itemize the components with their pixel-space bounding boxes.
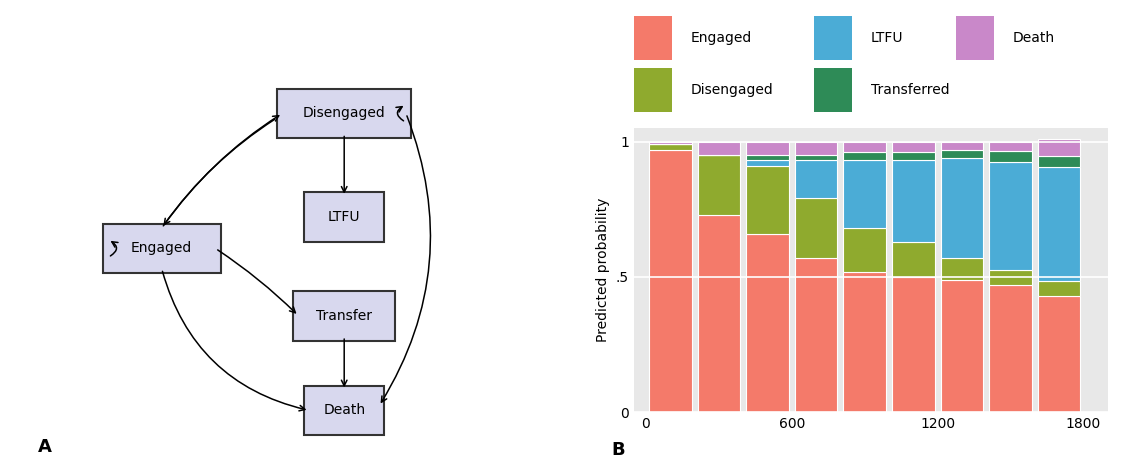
Bar [698, 155, 740, 215]
Bar [746, 161, 789, 166]
FancyBboxPatch shape [956, 16, 994, 60]
Bar [892, 242, 934, 277]
Bar [649, 150, 692, 412]
Bar [746, 142, 789, 155]
FancyBboxPatch shape [304, 192, 385, 242]
Bar [989, 285, 1031, 412]
Text: Death: Death [323, 403, 365, 418]
Text: A: A [39, 438, 53, 456]
Bar [892, 152, 934, 161]
Bar [649, 144, 692, 150]
Bar [844, 142, 886, 152]
Bar [892, 277, 934, 412]
Text: Engaged: Engaged [131, 241, 192, 255]
Bar [1038, 281, 1080, 296]
Bar [892, 161, 934, 242]
FancyBboxPatch shape [634, 68, 671, 112]
FancyBboxPatch shape [814, 16, 852, 60]
Bar [941, 280, 983, 412]
Bar [746, 155, 789, 161]
FancyBboxPatch shape [293, 291, 395, 341]
Bar [795, 199, 837, 258]
Bar [989, 270, 1031, 285]
Bar [795, 142, 837, 155]
FancyBboxPatch shape [278, 89, 411, 138]
Bar [1038, 156, 1080, 167]
Y-axis label: Predicted probability: Predicted probability [596, 198, 610, 342]
Bar [1038, 139, 1080, 156]
Bar [698, 215, 740, 412]
Bar [1038, 167, 1080, 281]
Text: Death: Death [1013, 31, 1055, 45]
Bar [844, 152, 886, 161]
FancyBboxPatch shape [103, 224, 220, 273]
Text: LTFU: LTFU [871, 31, 903, 45]
Bar [795, 161, 837, 199]
Text: Transferred: Transferred [871, 83, 949, 97]
Bar [989, 151, 1031, 162]
FancyBboxPatch shape [814, 68, 852, 112]
Bar [941, 150, 983, 158]
Bar [746, 166, 789, 234]
Bar [1038, 296, 1080, 412]
Bar [989, 142, 1031, 151]
Text: Transfer: Transfer [316, 309, 372, 323]
Text: LTFU: LTFU [328, 210, 361, 224]
Bar [844, 161, 886, 228]
Text: Disengaged: Disengaged [691, 83, 773, 97]
Bar [746, 234, 789, 412]
Text: Disengaged: Disengaged [303, 106, 386, 120]
Bar [844, 272, 886, 412]
Text: Engaged: Engaged [691, 31, 751, 45]
FancyBboxPatch shape [304, 386, 385, 435]
Bar [795, 258, 837, 412]
Bar [941, 258, 983, 280]
Bar [844, 228, 886, 272]
Bar [892, 142, 934, 152]
Bar [941, 158, 983, 258]
FancyBboxPatch shape [634, 16, 671, 60]
Bar [649, 142, 692, 144]
Text: B: B [611, 441, 625, 459]
Bar [795, 155, 837, 161]
Bar [941, 142, 983, 150]
Bar [698, 142, 740, 155]
Bar [989, 162, 1031, 270]
